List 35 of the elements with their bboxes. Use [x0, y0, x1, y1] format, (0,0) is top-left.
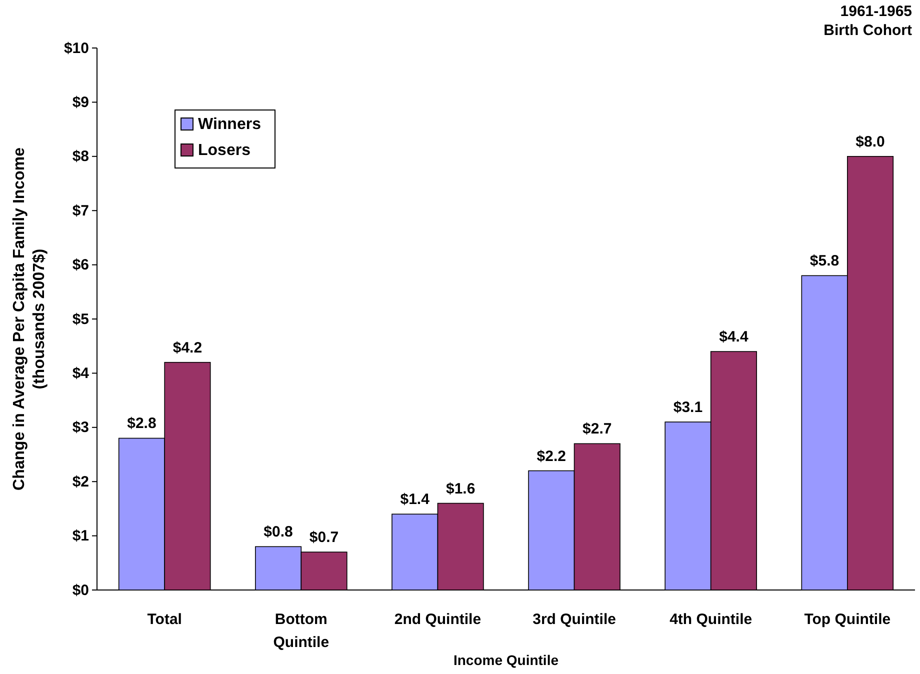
- data-label: $4.2: [172, 339, 202, 356]
- y-tick-label: $9: [72, 94, 89, 111]
- data-label: $3.1: [673, 398, 703, 416]
- y-tick-label: $4: [72, 365, 90, 382]
- text: 1961-1965: [840, 3, 912, 20]
- legend-label: Winners: [198, 116, 262, 133]
- x-tick-label: Total: [147, 611, 182, 628]
- y-tick-label: $6: [72, 256, 89, 274]
- text: Birth Cohort: [824, 22, 912, 39]
- x-axis-title: Income Quintile: [453, 652, 559, 668]
- y-tick-label: $0: [72, 582, 89, 599]
- data-label: $0.8: [264, 524, 293, 541]
- data-label: $5.8: [810, 252, 840, 270]
- y-tick-label: $10: [64, 40, 89, 57]
- y-tick-label: $3: [72, 419, 89, 436]
- data-label: $2.7: [582, 420, 612, 438]
- data-label: $1.6: [446, 480, 476, 498]
- x-tick-label: 4th Quintile: [670, 611, 752, 628]
- x-tick-label: Bottom Quintile: [273, 611, 330, 651]
- data-label: $2.8: [127, 415, 156, 432]
- data-label: $0.7: [309, 529, 339, 546]
- x-tick-label: Top Quintile: [804, 611, 891, 628]
- y-tick-label: $7: [72, 202, 89, 220]
- y-axis-title: Change in Average Per Capita Family Income (thousands 2007$): [11, 147, 48, 490]
- legend-label: Losers: [198, 142, 251, 159]
- y-tick-label: $5: [72, 310, 89, 328]
- data-label: $2.2: [536, 448, 566, 465]
- y-tick-label: $1: [72, 528, 89, 545]
- y-tick-label: $8: [72, 148, 89, 166]
- x-tick-label: 2nd Quintile: [394, 611, 482, 628]
- data-label: $1.4: [400, 491, 430, 508]
- x-tick-label: 3rd Quintile: [532, 611, 616, 628]
- data-label: $4.4: [719, 328, 749, 346]
- data-label: $8.0: [856, 133, 885, 150]
- y-tick-label: $2: [72, 473, 89, 490]
